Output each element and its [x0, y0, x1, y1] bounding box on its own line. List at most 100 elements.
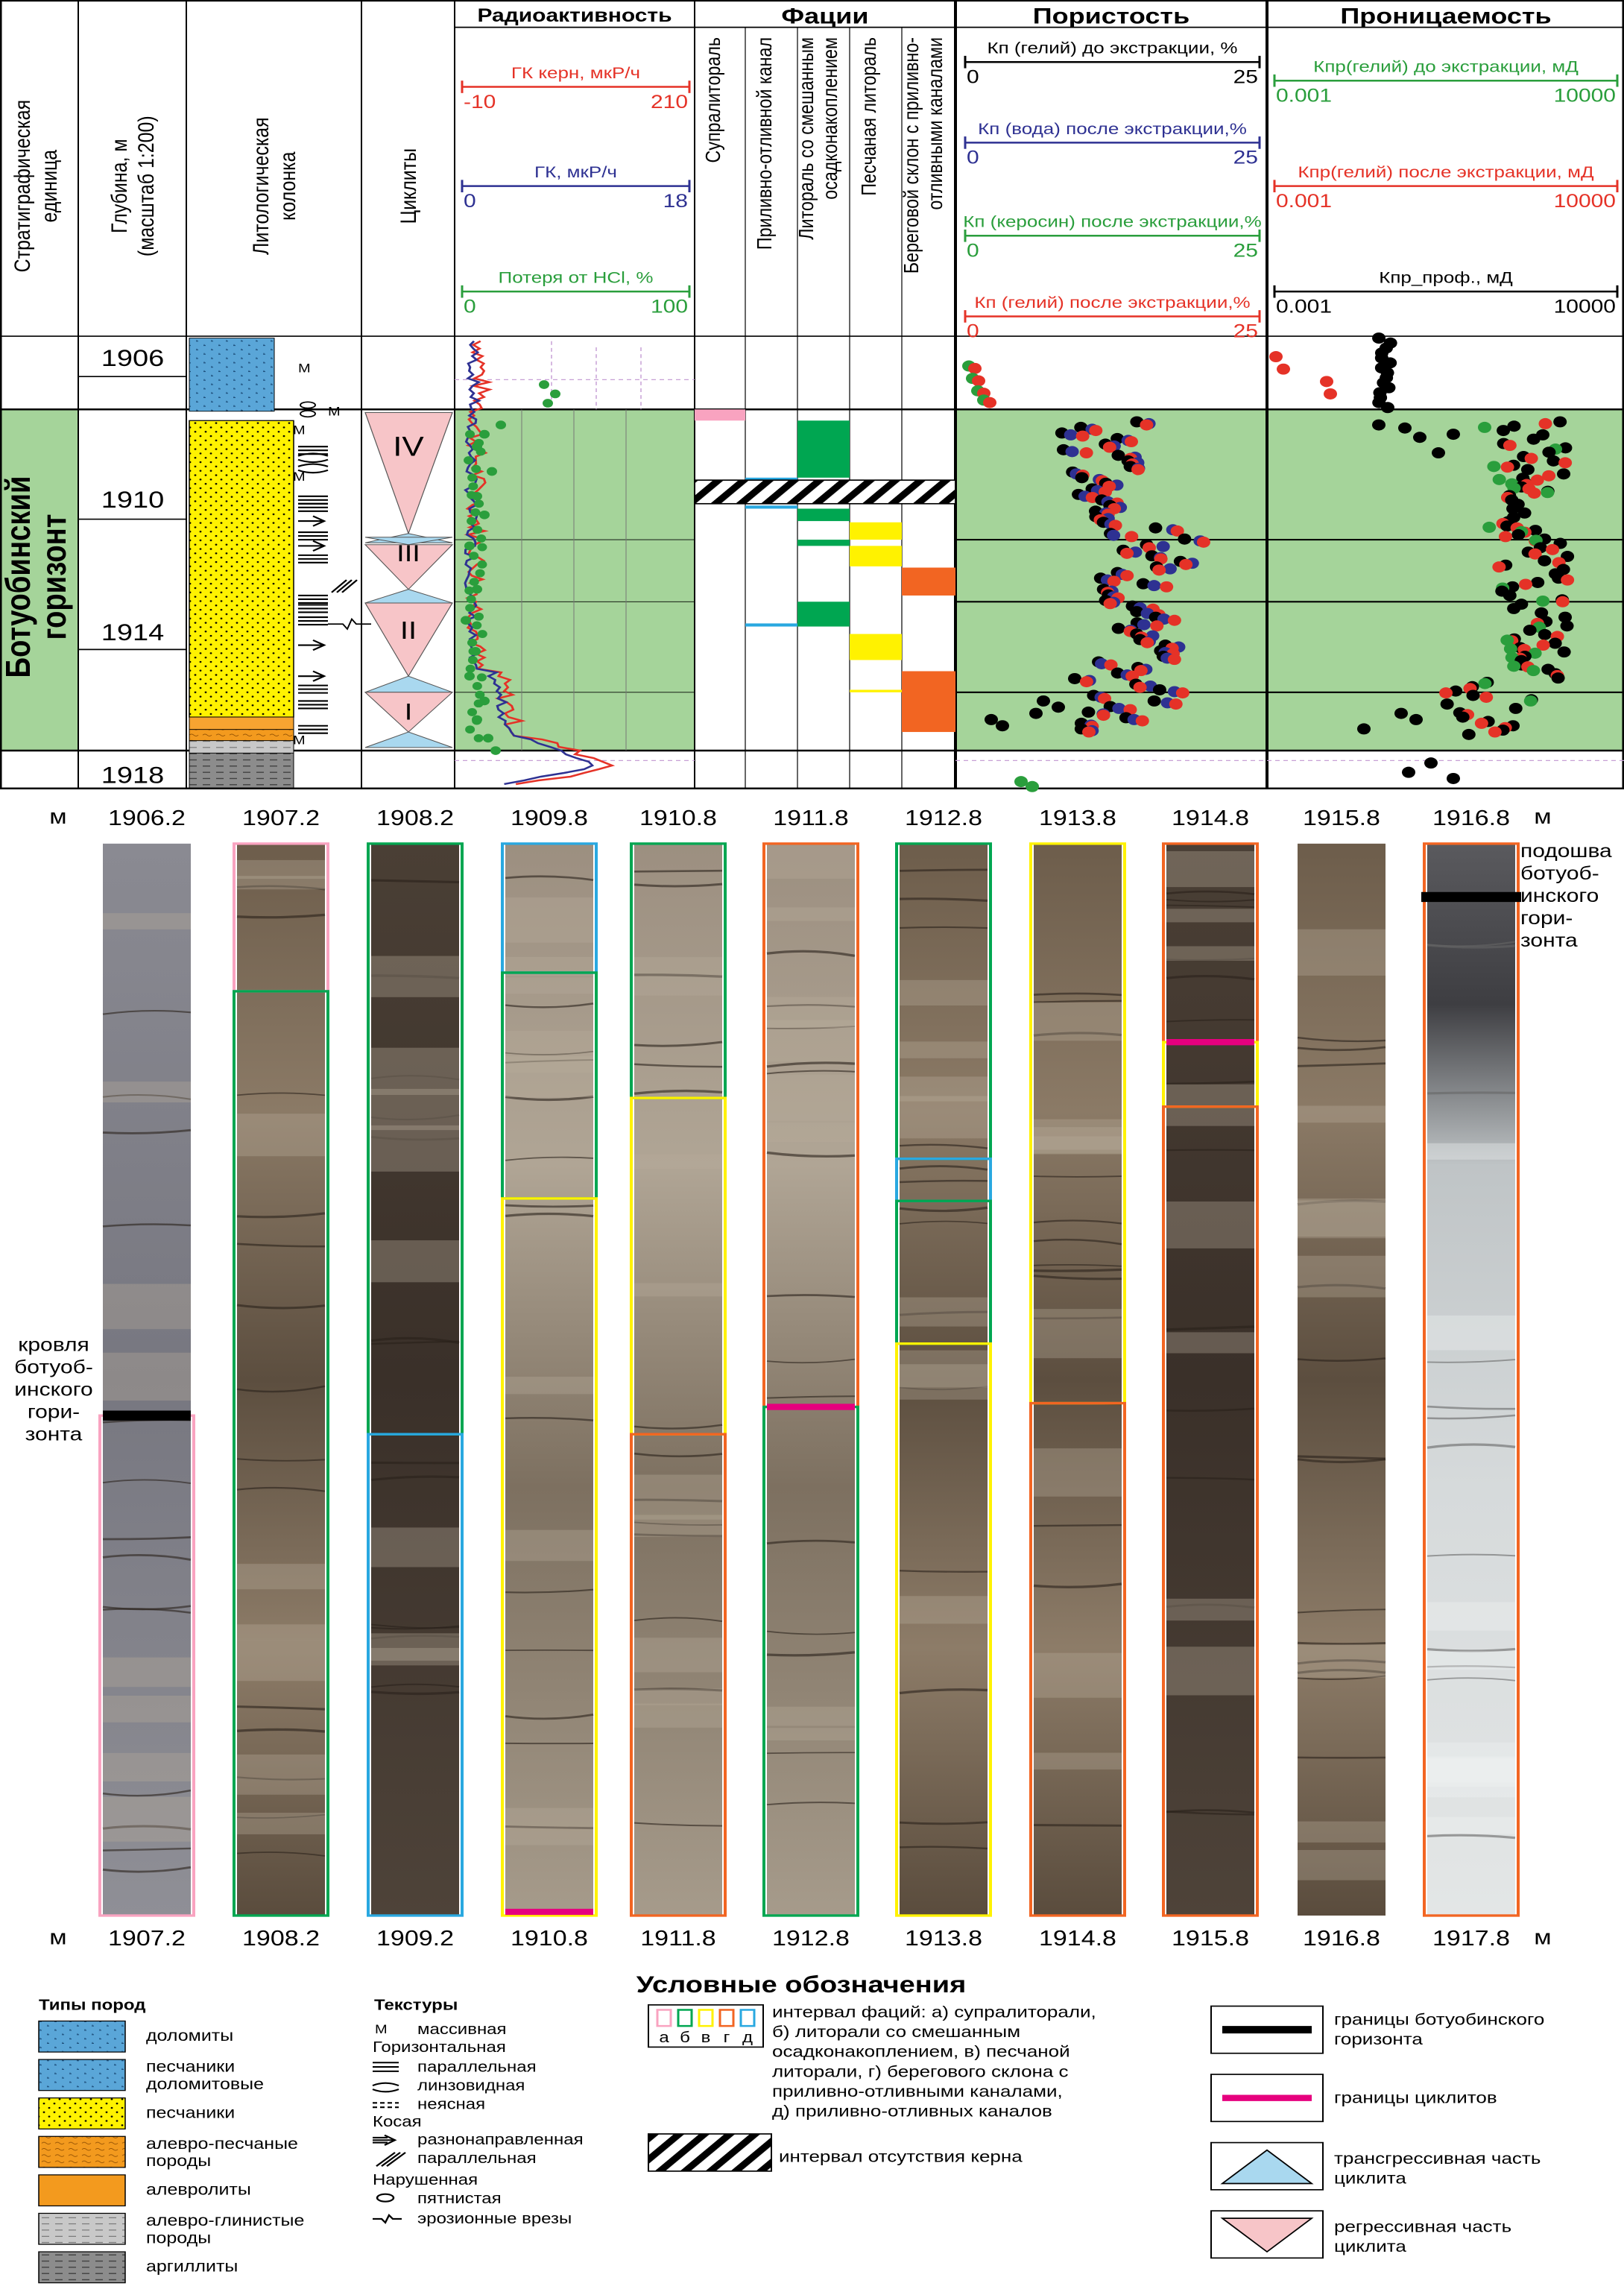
perm-point	[1398, 422, 1412, 434]
svg-text:10000: 10000	[1554, 296, 1616, 317]
core-bottom-depth: 1908.2	[242, 1927, 320, 1951]
perm-point	[1535, 607, 1549, 619]
perm-point	[1462, 728, 1476, 740]
legend-title: Условные обозначения	[636, 1971, 967, 1998]
depth-label-1910: 1910	[101, 487, 164, 513]
svg-text:Косая: Косая	[373, 2113, 422, 2130]
core-top-depth: 1906.2	[108, 806, 186, 830]
svg-text:параллельная: параллельная	[417, 2150, 537, 2167]
svg-text:25: 25	[1233, 240, 1258, 261]
cyclite-label-iii: III	[396, 540, 420, 566]
core-bottom-depth: 1917.8	[1432, 1927, 1510, 1951]
horizon-white-depth	[78, 409, 186, 751]
svg-text:0: 0	[967, 66, 979, 87]
perm-point	[1511, 528, 1526, 540]
perm-point	[1440, 698, 1454, 710]
svg-text:линзовидная: линзовидная	[417, 2077, 525, 2094]
hcl-point	[468, 482, 478, 490]
poro-point	[1125, 531, 1139, 543]
perm-point	[1551, 672, 1565, 684]
poro-point	[1079, 447, 1093, 459]
svg-text:разнонаправленная: разнонаправленная	[417, 2131, 584, 2148]
perm-point	[1466, 689, 1480, 701]
perm-point	[1402, 766, 1415, 778]
header-facies: Фации	[781, 4, 868, 28]
radio-scale-1: ГК, мкР/ч 0 18	[461, 163, 691, 211]
poro-point	[1170, 525, 1184, 537]
poro-point	[1120, 547, 1134, 559]
facies-legend-box	[677, 2009, 693, 2027]
perm-point	[1557, 646, 1571, 658]
svg-text:0: 0	[464, 296, 476, 317]
svg-text:Потеря от HCl, %: Потеря от HCl, %	[499, 269, 654, 287]
perm-point	[1536, 595, 1550, 607]
perm-point	[1541, 487, 1555, 499]
perm-point	[1503, 440, 1517, 452]
perm-point	[1561, 574, 1575, 586]
facies-legend-letter: а	[659, 2029, 669, 2046]
perm-point	[1503, 643, 1517, 655]
svg-text:25: 25	[1233, 321, 1258, 341]
hcl-point	[477, 560, 487, 569]
hcl-point	[464, 541, 475, 551]
header-radio: Радиоактивность	[477, 5, 672, 26]
svg-text:ГК, мкР/ч: ГК, мкР/ч	[534, 163, 617, 181]
facies-legend-line: осадконакоплением, в) песчаной	[772, 2043, 1070, 2061]
perm-point	[1372, 419, 1386, 431]
svg-text:Горизонтальная: Горизонтальная	[373, 2039, 506, 2056]
texture-lines	[297, 446, 371, 734]
perm-point	[1542, 470, 1556, 482]
no-core-interval	[694, 479, 956, 505]
perm-point	[1560, 620, 1574, 632]
hcl-point	[464, 672, 475, 681]
svg-text:песчаники: песчаники	[146, 2103, 235, 2121]
perm-point	[1447, 429, 1460, 441]
perm-point	[1320, 376, 1333, 388]
core-strip: 1910.8 1911.8	[634, 806, 723, 1950]
core-strip: 1912.8 1913.8	[899, 806, 988, 1950]
hcl-point	[475, 569, 485, 578]
perm-point	[1553, 416, 1567, 428]
hcl-point	[473, 612, 484, 621]
header-porosity: Пористость	[1033, 4, 1189, 28]
svg-text:0: 0	[464, 190, 476, 211]
facies-header-1: Приливно-отливной канал	[753, 37, 776, 250]
poro-point	[1082, 726, 1096, 738]
hcl-point	[539, 380, 549, 389]
core-unit-top: м	[49, 805, 66, 829]
core-strip: 1916.8 1917.8	[1426, 806, 1516, 1951]
hcl-point	[464, 456, 474, 464]
core-unit-bottom: м	[49, 1925, 66, 1949]
svg-text:Нарушенная: Нарушенная	[373, 2171, 478, 2188]
svg-text:интервал отсутствия керна: интервал отсутствия керна	[779, 2147, 1023, 2165]
legend: Условные обозначения Типы пород доломиты…	[38, 1971, 1544, 2284]
texture-symbols: М М М М М	[293, 361, 341, 747]
perm-point	[1506, 502, 1520, 514]
poro-point	[1026, 780, 1039, 792]
perm-point	[1555, 596, 1570, 607]
core-bottom-depth: 1907.2	[108, 1927, 186, 1951]
hcl-point	[467, 473, 478, 482]
perm-point	[1505, 581, 1520, 593]
poro-point	[1103, 598, 1117, 610]
svg-text:алевролиты: алевролиты	[146, 2181, 251, 2199]
facies-legend-letter: в	[701, 2029, 711, 2046]
perm-point	[1546, 455, 1561, 467]
perm-point	[1526, 433, 1541, 445]
perm-point	[1508, 702, 1523, 714]
hcl-point	[475, 447, 486, 456]
poro-point	[1064, 429, 1078, 441]
perm-point	[1479, 691, 1494, 703]
svg-text:Кп (гелий) до экстракции, %: Кп (гелий) до экстракции, %	[987, 40, 1237, 57]
core-top-depth: 1910.8	[639, 806, 717, 830]
rock-legend-item: алевро-песчаные породы	[38, 2135, 298, 2170]
perm-point	[1527, 487, 1541, 499]
svg-text:100: 100	[651, 296, 688, 317]
rock-legend-item: алевролиты	[38, 2174, 251, 2207]
svg-text:параллельная: параллельная	[417, 2059, 537, 2076]
core-top-depth: 1912.8	[905, 806, 982, 830]
poro-point	[1169, 698, 1183, 710]
